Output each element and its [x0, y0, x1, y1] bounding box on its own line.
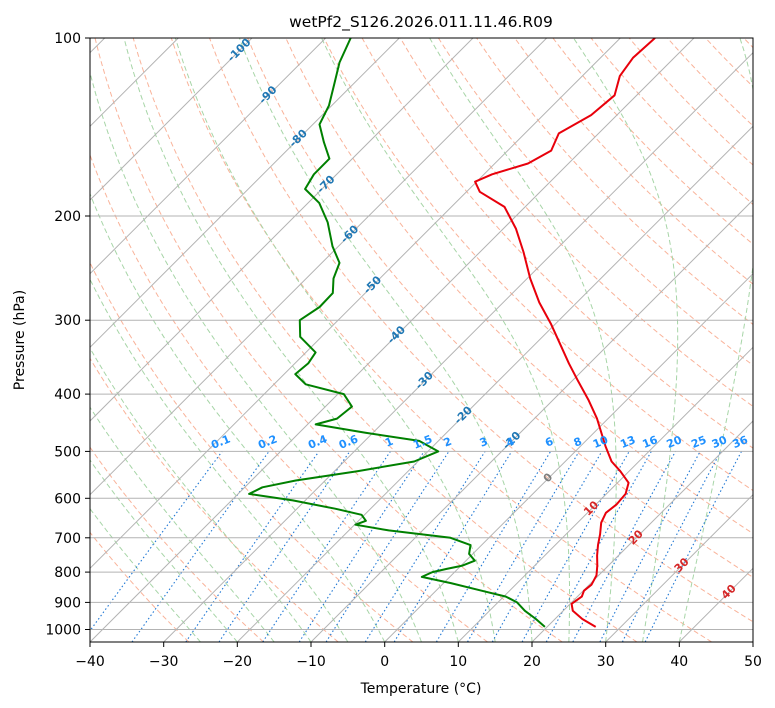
isotherm [236, 125, 753, 642]
dry-adiabat [552, 38, 753, 245]
dry-adiabat [94, 38, 563, 642]
moist-adiabat [321, 38, 571, 642]
plot-frame [89, 37, 754, 643]
mixing-ratio-line [491, 451, 603, 642]
y-tick-label: 800 [54, 565, 81, 581]
y-tick-label: 1000 [45, 623, 81, 639]
moist-adiabat [123, 38, 459, 642]
y-tick-label: 200 [54, 209, 81, 225]
isotherm [90, 38, 548, 496]
x-tick-label: 0 [380, 654, 389, 670]
y-tick-label: 100 [54, 31, 81, 47]
dewpoint-profile-line [248, 38, 546, 628]
dry-adiabat [209, 38, 753, 623]
mixing-ratio-line [435, 451, 552, 642]
moist-adiabat [90, 70, 422, 642]
dry-adiabat [437, 38, 753, 366]
moist-adiabat [573, 38, 679, 642]
dry-adiabat [323, 38, 753, 492]
moist-adiabat [238, 38, 533, 642]
profile-series [248, 38, 656, 628]
moist-adiabat [678, 38, 753, 642]
dry-adiabat [247, 38, 753, 578]
isotherm [310, 199, 753, 642]
x-axis-label: Temperature (°C) [360, 681, 482, 697]
isotherm [90, 38, 474, 422]
mixing-ratio-label: 3 [478, 435, 490, 450]
mixing-ratio-label: 20 [665, 433, 684, 451]
y-tick-label: 500 [54, 444, 81, 460]
mixing-ratio-label: 25 [689, 433, 708, 451]
moist-adiabat [90, 406, 275, 642]
mixing-ratio-label: 1 [383, 435, 395, 450]
y-axis-ticks: 100 200 300 400 500 600 700 800 900 1000 [45, 31, 90, 639]
mixing-ratio-line [521, 451, 630, 642]
isotherm [163, 51, 753, 642]
mixing-ratio-label: 13 [618, 433, 637, 451]
mixing-ratio-label: 30 [710, 433, 729, 451]
isotherm [384, 272, 753, 642]
x-tick-label: −10 [296, 654, 326, 670]
x-tick-label: 50 [744, 654, 762, 670]
isobar-gridlines [90, 38, 753, 630]
mixing-ratio-label: 36 [731, 433, 750, 451]
dry-adiabat [476, 38, 753, 326]
isotherm [531, 420, 753, 642]
plot-area [90, 38, 753, 642]
chart-title: wetPf2_S126.2026.011.11.46.R09 [289, 13, 553, 32]
dry-adiabat [132, 38, 638, 642]
isotherm [90, 38, 253, 201]
dry-adiabat [90, 261, 414, 642]
isotherm [90, 38, 621, 570]
isotherm [90, 38, 327, 275]
x-tick-label: 10 [449, 654, 467, 670]
dry-adiabat [90, 153, 488, 642]
x-tick-label: 20 [523, 654, 541, 670]
x-tick-label: −30 [149, 654, 179, 670]
mixing-ratio-label: 10 [591, 433, 610, 451]
mixing-ratio-line [325, 451, 450, 642]
mixing-ratio-line [90, 451, 223, 632]
moist-adiabat [90, 459, 238, 642]
isotherms [90, 38, 753, 642]
moist-adiabat [174, 38, 496, 642]
y-tick-label: 300 [54, 313, 81, 329]
y-tick-label: 600 [54, 491, 81, 507]
x-tick-label: 30 [597, 654, 615, 670]
mixing-ratio-line [393, 451, 513, 642]
mixing-ratio-line [467, 451, 580, 642]
mixing-ratio-label: 8 [572, 435, 584, 450]
y-tick-label: 900 [54, 595, 81, 611]
moist-adiabat [429, 38, 617, 642]
y-tick-label: 700 [54, 531, 81, 547]
x-axis-ticks: −40 −30 −20 −10 0 10 20 30 40 50 [75, 642, 762, 670]
dry-adiabat [90, 531, 190, 642]
mixing-ratio-label: 16 [640, 433, 659, 451]
temperature-profile-line [474, 38, 656, 628]
moist-adiabats [90, 38, 753, 642]
mixing-ratio-line [364, 451, 486, 642]
dry-adiabat [170, 38, 712, 642]
x-tick-label: −40 [75, 654, 105, 670]
y-axis-label: Pressure (hPa) [12, 290, 28, 390]
dry-adiabat [399, 38, 753, 408]
x-tick-label: 40 [670, 654, 688, 670]
moist-adiabat [90, 278, 349, 642]
mixing-ratio-line [572, 451, 676, 642]
mixing-ratio-line [218, 451, 351, 642]
dry-adiabat [590, 38, 753, 206]
y-tick-label: 400 [54, 387, 81, 403]
isotherm [90, 38, 400, 349]
dry-adiabat [285, 38, 753, 535]
mixing-ratio-label: 2 [442, 435, 454, 450]
moist-adiabat [90, 192, 386, 642]
isotherm [90, 38, 695, 642]
x-tick-label: −20 [223, 654, 253, 670]
mixing-ratio-line [131, 451, 270, 642]
isotherm [605, 493, 753, 642]
isotherm [457, 346, 753, 642]
